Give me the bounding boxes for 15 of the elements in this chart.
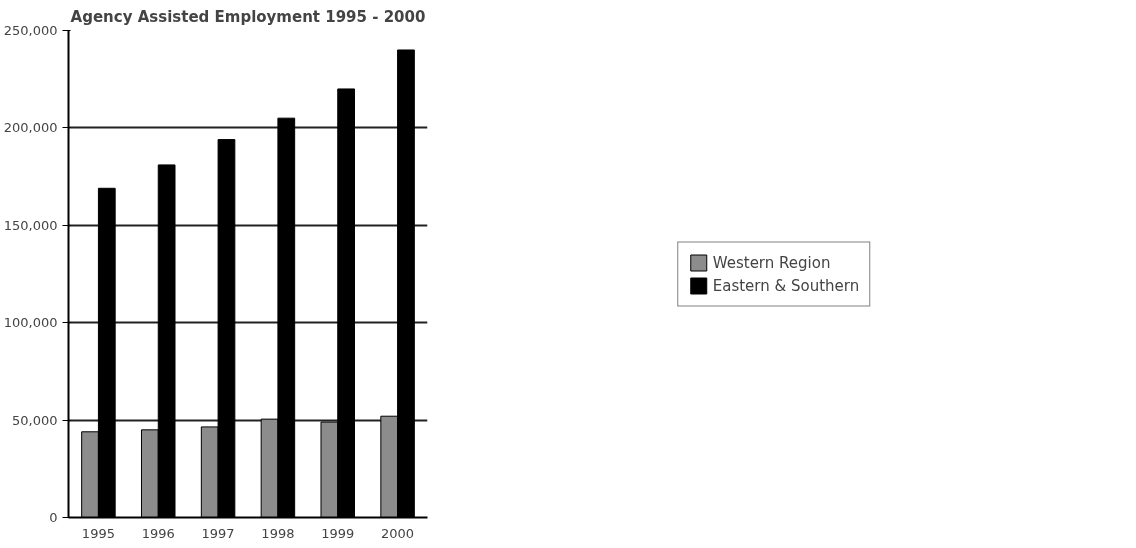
y-tick-label: 100,000 — [3, 315, 58, 331]
legend-label: Western Region — [712, 253, 831, 271]
y-tick-label: 150,000 — [3, 217, 58, 233]
x-tick-label: 2000 — [381, 525, 415, 541]
x-tick-label: 1998 — [261, 525, 295, 541]
y-tick-label: 250,000 — [3, 23, 58, 38]
x-tick-label: 1999 — [321, 525, 355, 541]
y-tick-label: 0 — [49, 510, 58, 525]
y-tick-label: 200,000 — [3, 120, 58, 136]
x-tick-label: 1997 — [201, 525, 235, 541]
legend-label: Eastern & Southern — [712, 276, 860, 294]
x-tick-label: 1995 — [81, 525, 115, 541]
chart-title: Agency Assisted Employment 1995 - 2000 — [70, 7, 426, 26]
x-tick-label: 1996 — [141, 525, 175, 541]
y-tick-label: 50,000 — [12, 412, 58, 428]
